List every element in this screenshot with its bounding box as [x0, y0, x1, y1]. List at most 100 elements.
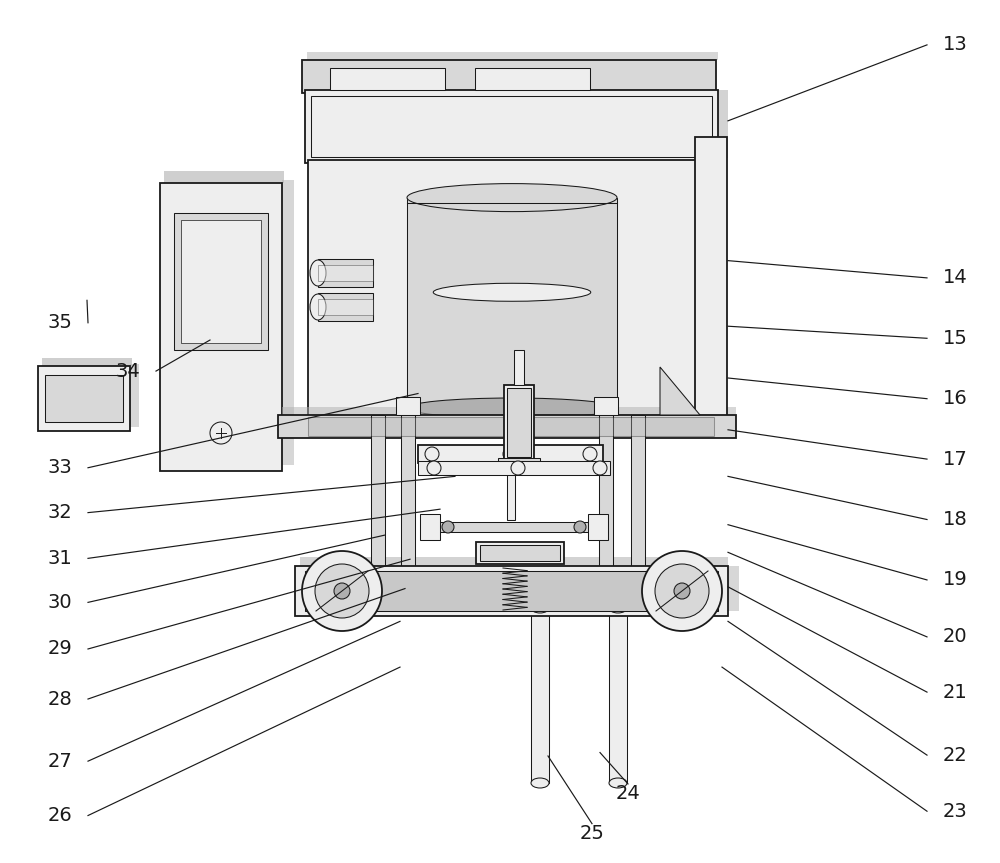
Circle shape — [583, 447, 597, 461]
Text: 25: 25 — [580, 824, 604, 843]
Ellipse shape — [609, 778, 627, 788]
Bar — [609, 608, 627, 783]
Bar — [514, 350, 524, 385]
Ellipse shape — [531, 778, 549, 788]
Text: 35: 35 — [48, 313, 72, 332]
Text: 26: 26 — [48, 806, 72, 825]
Bar — [295, 566, 728, 616]
Ellipse shape — [407, 184, 617, 211]
Bar — [498, 458, 540, 468]
Bar — [594, 397, 618, 415]
Bar — [401, 415, 415, 613]
Bar — [707, 140, 717, 418]
Bar — [164, 171, 284, 183]
Text: 19: 19 — [943, 570, 967, 589]
Bar — [418, 445, 603, 463]
Bar — [396, 397, 420, 415]
Bar — [599, 415, 613, 613]
Circle shape — [315, 564, 369, 618]
Text: 17: 17 — [943, 450, 967, 469]
Circle shape — [334, 583, 350, 599]
Ellipse shape — [531, 603, 549, 613]
Bar — [302, 60, 716, 93]
Bar — [418, 461, 610, 475]
Text: 13: 13 — [943, 35, 967, 54]
Bar — [476, 542, 564, 564]
Ellipse shape — [609, 603, 627, 613]
Bar — [507, 462, 515, 520]
Bar — [430, 522, 605, 532]
Bar — [308, 160, 714, 423]
Circle shape — [511, 461, 525, 475]
Bar — [160, 183, 282, 471]
Bar — [282, 180, 294, 465]
Bar — [300, 557, 728, 566]
Bar — [318, 265, 373, 281]
Text: 28: 28 — [48, 690, 72, 709]
Text: 31: 31 — [48, 549, 72, 568]
Text: 22: 22 — [943, 746, 967, 765]
Ellipse shape — [310, 294, 326, 320]
Bar — [181, 220, 261, 343]
Bar — [278, 415, 736, 438]
Bar — [42, 358, 132, 366]
Circle shape — [427, 461, 441, 475]
Bar — [714, 160, 726, 418]
Bar — [308, 417, 714, 436]
Text: 18: 18 — [943, 510, 967, 529]
Circle shape — [674, 583, 690, 599]
Bar — [588, 514, 608, 540]
Bar — [305, 90, 718, 163]
Circle shape — [210, 422, 232, 444]
Bar — [531, 608, 549, 783]
Circle shape — [425, 447, 439, 461]
Bar — [45, 375, 123, 422]
Bar — [282, 407, 736, 415]
Text: 21: 21 — [943, 683, 967, 702]
Text: 14: 14 — [943, 268, 967, 287]
Bar — [318, 259, 373, 287]
Bar — [38, 366, 130, 431]
Circle shape — [503, 447, 517, 461]
Circle shape — [642, 551, 722, 631]
Bar — [307, 52, 718, 60]
Bar — [407, 198, 617, 408]
Bar — [718, 90, 728, 158]
Polygon shape — [660, 367, 700, 415]
Bar — [130, 364, 139, 427]
Circle shape — [442, 521, 454, 533]
Bar — [330, 68, 445, 90]
Bar — [420, 514, 440, 540]
Ellipse shape — [433, 283, 591, 301]
Circle shape — [574, 521, 586, 533]
Bar — [475, 68, 590, 90]
Text: 33: 33 — [48, 458, 72, 477]
Bar — [318, 293, 373, 321]
Bar — [174, 213, 268, 350]
Bar — [728, 566, 739, 611]
Text: 27: 27 — [48, 752, 72, 771]
Text: 15: 15 — [943, 329, 967, 348]
Text: 29: 29 — [48, 639, 72, 658]
Text: 20: 20 — [943, 627, 967, 646]
Ellipse shape — [310, 260, 326, 286]
Bar — [504, 385, 534, 460]
Bar — [631, 415, 645, 613]
Bar — [305, 571, 718, 611]
Text: 23: 23 — [943, 802, 967, 821]
Bar — [695, 137, 727, 423]
Bar — [311, 96, 712, 157]
Text: 30: 30 — [48, 593, 72, 612]
Bar — [480, 545, 560, 561]
Circle shape — [302, 551, 382, 631]
Text: 34: 34 — [116, 362, 140, 381]
Text: 16: 16 — [943, 389, 967, 408]
Text: 24: 24 — [616, 784, 640, 803]
Text: 32: 32 — [48, 503, 72, 522]
Bar — [318, 299, 373, 315]
Bar — [507, 388, 531, 457]
Ellipse shape — [407, 398, 617, 418]
Circle shape — [593, 461, 607, 475]
Circle shape — [655, 564, 709, 618]
Bar — [371, 415, 385, 613]
